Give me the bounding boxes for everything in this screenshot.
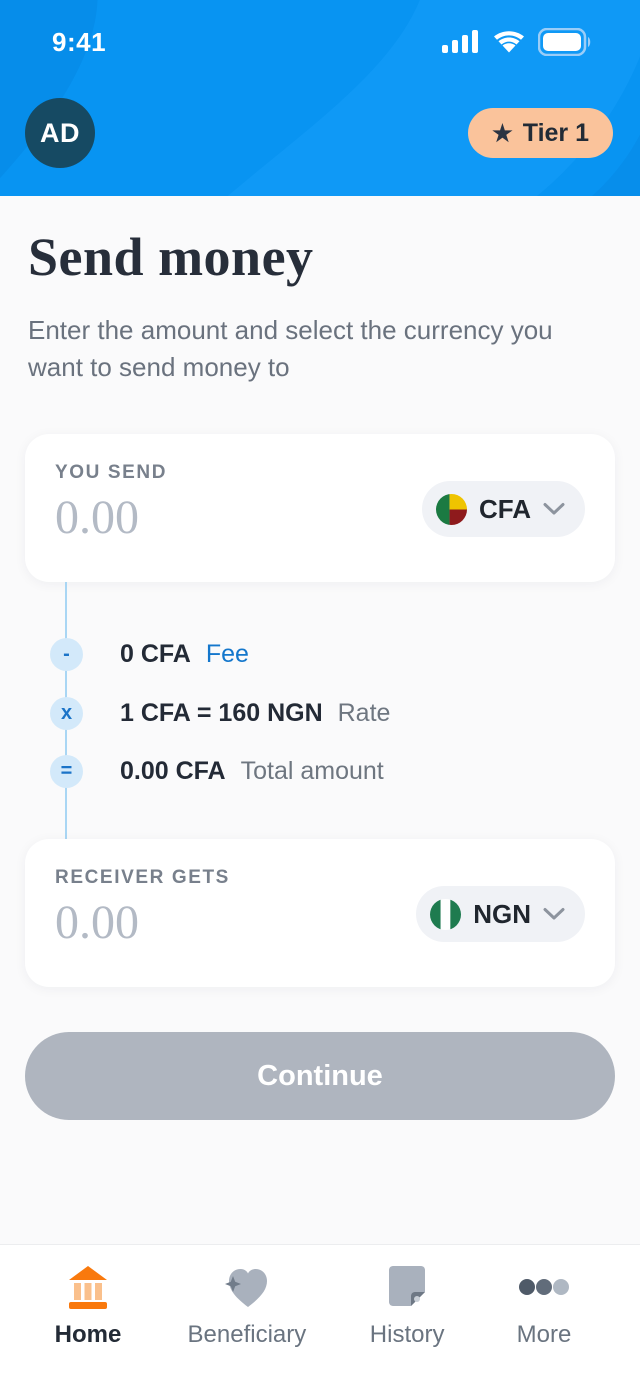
page-title: Send money [28,227,314,287]
receiver-currency-code: NGN [473,898,531,929]
chevron-down-icon [543,908,565,920]
you-send-currency-code: CFA [479,493,531,524]
nigeria-flag-icon [430,898,462,930]
nav-label-home: Home [54,1321,122,1348]
you-send-currency-selector[interactable]: CFA [422,481,585,537]
page-subtitle: Enter the amount and select the currency… [28,315,553,382]
star-icon: ★ [492,119,513,146]
fee-row: - 0 CFA Fee [50,638,249,671]
receiver-gets-amount-input[interactable] [55,895,345,950]
rate-value: 1 CFA = 160 NGN [120,699,323,727]
conversion-breakdown: - 0 CFA Fee x 1 CFA = 160 NGN Rate = 0.0… [0,582,640,839]
nav-label-more: More [516,1321,572,1348]
nav-item-history[interactable]: History [369,1263,445,1386]
total-value: 0.00 CFA [120,757,226,785]
avatar[interactable]: AD [25,98,95,168]
continue-button[interactable]: Continue [25,1032,615,1120]
heart-sparkle-icon [224,1269,267,1307]
receiver-gets-card: RECEIVER GETS NGN [25,839,615,987]
minus-icon: - [50,638,83,671]
tier-badge-label: Tier 1 [522,118,589,147]
rate-row: x 1 CFA = 160 NGN Rate [50,697,390,730]
benin-flag-icon [436,493,467,525]
header: 9:41 [0,0,640,196]
bottom-nav: Home Beneficiary History [0,1244,640,1386]
fee-label[interactable]: Fee [205,640,249,668]
fee-value: 0 CFA [120,640,191,668]
equals-icon: = [50,755,83,788]
signal-icon [442,30,478,53]
nav-label-history: History [369,1321,445,1348]
status-bar: 9:41 [0,22,640,62]
receiver-currency-selector[interactable]: NGN [416,886,585,942]
nav-label-beneficiary: Beneficiary [187,1321,307,1348]
bank-icon [69,1266,107,1309]
nav-item-beneficiary[interactable]: Beneficiary [187,1263,307,1386]
status-time: 9:41 [52,26,107,57]
main-content: Send money Enter the amount and select t… [0,196,640,1120]
ellipsis-icon [519,1279,569,1295]
battery-icon [538,28,591,56]
receiver-gets-label: RECEIVER GETS [55,867,230,888]
chevron-down-icon [543,503,565,515]
nav-item-home[interactable]: Home [52,1263,124,1386]
wifi-icon [494,31,524,53]
you-send-label: YOU SEND [55,462,168,483]
nav-item-more[interactable]: More [508,1263,580,1386]
you-send-card: YOU SEND CFA [25,434,615,582]
multiply-icon: x [50,697,83,730]
total-row: = 0.00 CFA Total amount [50,755,384,788]
receipt-icon [389,1266,426,1306]
you-send-amount-input[interactable] [55,490,345,545]
rate-label: Rate [337,699,391,727]
avatar-initials: AD [40,117,80,148]
total-label: Total amount [240,757,384,785]
tier-badge[interactable]: ★ Tier 1 [468,108,613,158]
